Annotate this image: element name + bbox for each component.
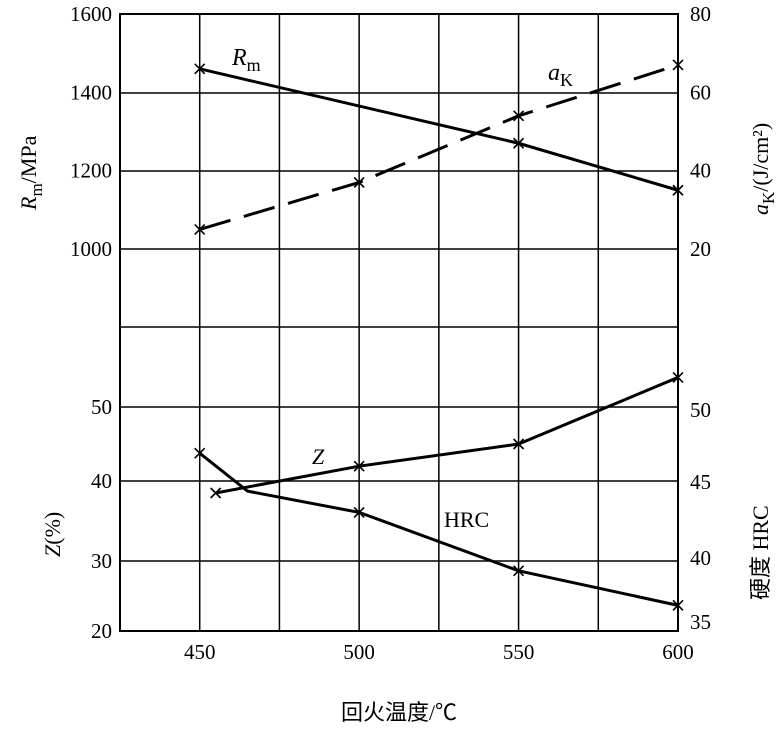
data-point-ak (194, 223, 206, 235)
bottom-left-tick-label: 40 (91, 469, 112, 493)
data-point-z (672, 371, 684, 383)
x-tick-label: 450 (184, 640, 216, 664)
top-left-tick-label: 1600 (70, 2, 112, 26)
top-left-tick-label: 1400 (70, 80, 112, 104)
series-label-rm: Rm (231, 45, 261, 75)
data-point-hrc (194, 447, 206, 459)
data-point-rm (672, 184, 684, 196)
top-left-tick-label: 1000 (70, 237, 112, 261)
bottom-left-tick-label: 30 (91, 549, 112, 573)
series-line-z (215, 376, 679, 495)
grid (119, 13, 679, 632)
series-label-ak: aK (548, 60, 573, 90)
data-point-z (353, 460, 365, 472)
bottom-left-axis-label: Z(%) (40, 512, 65, 557)
plot-frame (119, 13, 679, 632)
bottom-right-axis-label: 硬度 HRC (748, 505, 773, 600)
bottom-right-tick-label: 35 (690, 610, 711, 634)
data-point-rm (513, 137, 525, 149)
data-point-ak (513, 110, 525, 122)
bottom-left-tick-label: 50 (91, 395, 112, 419)
data-point-hrc (513, 565, 525, 577)
series-label-hrc: HRC (444, 507, 489, 532)
x-tick-label: 550 (503, 640, 535, 664)
bottom-left-tick-label: 20 (91, 619, 112, 643)
data-point-hrc (353, 506, 365, 518)
series-layer (194, 59, 684, 611)
top-right-tick-label: 60 (690, 80, 711, 104)
data-point-z (210, 487, 222, 499)
bottom-right-tick-label: 40 (690, 546, 711, 570)
bottom-right-tick-label: 50 (690, 398, 711, 422)
top-left-axis-label: Rm/MPa (16, 135, 46, 211)
series-label-z: Z (312, 444, 325, 469)
x-tick-label: 500 (343, 640, 375, 664)
data-point-z (513, 438, 525, 450)
top-right-tick-label: 20 (690, 237, 711, 261)
data-point-ak (672, 59, 684, 71)
top-left-tick-label: 1200 (70, 159, 112, 183)
top-right-axis-label: aK/(J/cm²) (748, 123, 777, 215)
data-point-rm (194, 63, 206, 75)
data-point-ak (353, 176, 365, 188)
top-right-tick-label: 80 (690, 2, 711, 26)
bottom-right-tick-label: 45 (690, 470, 711, 494)
data-point-hrc (672, 599, 684, 611)
top-right-tick-label: 40 (690, 159, 711, 183)
x-axis-label: 回火温度/℃ (341, 700, 457, 725)
tick-labels: 450 500 550 600 1000 1200 1400 1600 20 40 60 80 20 30… (70, 2, 711, 664)
x-tick-label: 600 (662, 640, 694, 664)
series-line-ak (199, 63, 679, 231)
